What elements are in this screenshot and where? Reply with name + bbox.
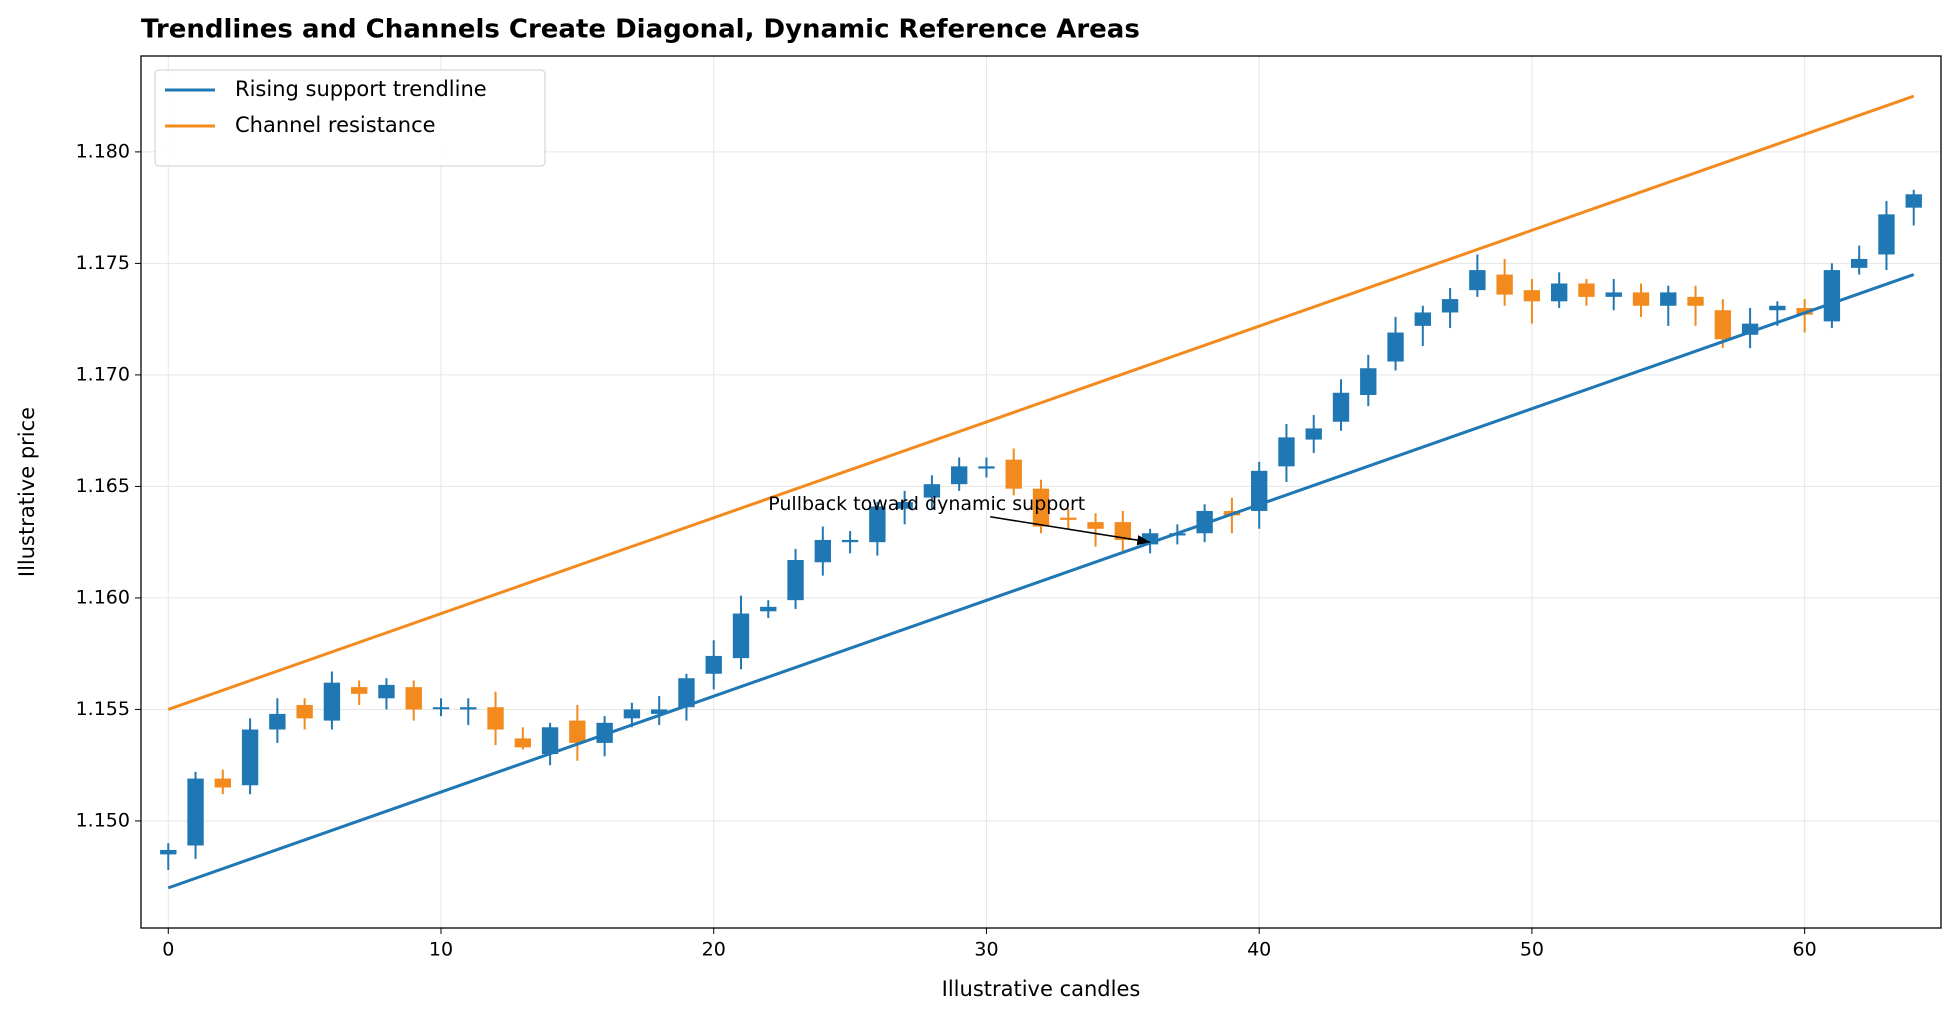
candle-body [1578, 283, 1595, 297]
candle-body [569, 720, 586, 743]
chart-title: Trendlines and Channels Create Diagonal,… [141, 15, 1140, 45]
candle-body [1632, 292, 1650, 306]
candle-body [1823, 270, 1841, 322]
candle-body [487, 707, 504, 730]
y-tick-label: 1.150 [76, 809, 130, 831]
candle-body [160, 849, 177, 855]
candle-body [514, 738, 531, 748]
candle-body [296, 704, 313, 719]
candle-body [651, 709, 668, 714]
candle-body [1551, 283, 1568, 302]
y-axis-label: Illustrative price [15, 407, 39, 577]
x-tick-label: 10 [429, 939, 453, 961]
candle-body [814, 539, 831, 563]
candle-body [432, 707, 450, 710]
y-tick-label: 1.170 [76, 363, 130, 385]
annotation: Pullback toward dynamic support [768, 493, 1085, 515]
candle-body [1469, 270, 1486, 291]
candle-body [1305, 428, 1322, 440]
candle-body [923, 484, 941, 498]
candle-body [1851, 258, 1868, 268]
candle-body [1905, 194, 1922, 208]
candle-body [1769, 305, 1786, 311]
annotation-arrow [990, 515, 1151, 546]
candle-body [732, 613, 750, 659]
candle-body [1496, 274, 1513, 295]
candle-body [1741, 323, 1759, 335]
y-tick-label: 1.165 [76, 475, 130, 497]
x-axis-label: Illustrative candles [942, 977, 1141, 1001]
candle-body [214, 778, 231, 788]
candle-body [1060, 517, 1077, 520]
candle-body [405, 687, 422, 710]
candle-body [1278, 437, 1295, 467]
candle-body [269, 713, 286, 730]
legend-label: Rising support trendline [235, 77, 487, 101]
candle-body [1414, 312, 1431, 326]
candle-body [378, 684, 395, 699]
candle-body [623, 709, 641, 719]
candle-body [951, 466, 968, 485]
candle-body [1332, 392, 1350, 422]
candle-body [1114, 522, 1131, 540]
trendline [167, 94, 1915, 711]
candle-body [787, 560, 804, 601]
candle-body [1387, 332, 1404, 362]
y-tick-label: 1.175 [76, 252, 130, 274]
candle-body [351, 687, 368, 694]
candle-body [241, 729, 259, 786]
x-tick-label: 0 [162, 939, 174, 961]
candle-body [1251, 470, 1268, 511]
candle-body [1605, 292, 1622, 297]
candle-body [841, 539, 859, 543]
candle-body [323, 682, 341, 721]
trendline [167, 273, 1915, 890]
y-tick-label: 1.155 [76, 698, 130, 720]
candle-body [1714, 310, 1731, 340]
candle-body [1441, 299, 1459, 313]
candle-body [869, 506, 886, 543]
candle-body [1878, 214, 1895, 255]
plot-frame [140, 55, 1942, 929]
candle-body [187, 778, 204, 846]
candle-body [541, 727, 559, 755]
candle-body [1032, 488, 1050, 527]
candle-body [678, 678, 695, 708]
x-tick-label: 40 [1247, 939, 1271, 961]
candle-body [460, 707, 477, 710]
candle-body [1523, 290, 1541, 302]
x-tick-label: 30 [974, 939, 998, 961]
legend-label: Channel resistance [235, 113, 436, 137]
y-tick-label: 1.160 [76, 586, 130, 608]
y-tick-label: 1.180 [76, 140, 130, 162]
candle-body [1087, 522, 1104, 529]
candle-body [1660, 292, 1677, 306]
x-tick-label: 50 [1520, 939, 1544, 961]
x-tick-label: 60 [1793, 939, 1817, 961]
legend-box [154, 69, 546, 167]
candle-body [1360, 368, 1377, 395]
x-tick-label: 20 [702, 939, 726, 961]
candle-body [978, 466, 995, 469]
candle-body [1005, 459, 1022, 489]
candle-body [705, 655, 722, 674]
candle-body [896, 502, 913, 509]
candle-body [596, 722, 613, 743]
candle-body [760, 606, 777, 612]
candle-body [1687, 296, 1704, 306]
candle-body [1196, 510, 1213, 534]
